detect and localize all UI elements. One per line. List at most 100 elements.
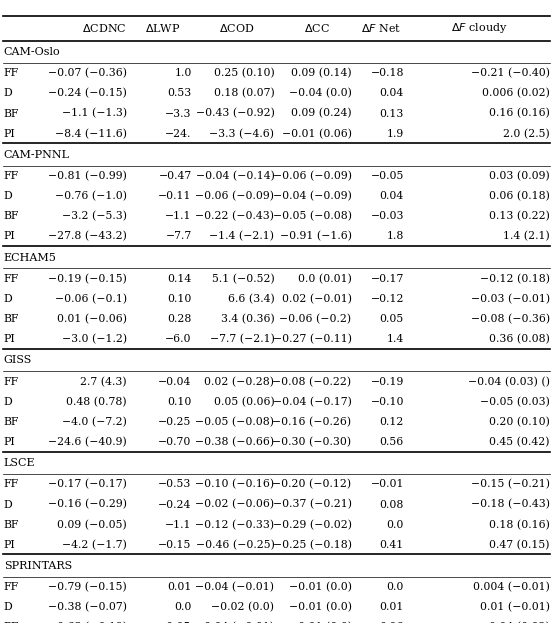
Text: −0.07 (−0.36): −0.07 (−0.36) bbox=[48, 68, 127, 78]
Text: 0.04: 0.04 bbox=[380, 88, 404, 98]
Text: −0.79 (−0.15): −0.79 (−0.15) bbox=[48, 582, 127, 592]
Text: 0.13: 0.13 bbox=[380, 108, 404, 118]
Text: 0.01: 0.01 bbox=[380, 602, 404, 612]
Text: 0.18 (0.16): 0.18 (0.16) bbox=[489, 520, 550, 530]
Text: BF: BF bbox=[4, 211, 19, 221]
Text: $\Delta$CDNC: $\Delta$CDNC bbox=[83, 22, 127, 34]
Text: −0.01 (0.0): −0.01 (0.0) bbox=[289, 602, 352, 612]
Text: 1.8: 1.8 bbox=[386, 232, 404, 242]
Text: −0.04 (0.0): −0.04 (0.0) bbox=[289, 88, 352, 98]
Text: −0.25: −0.25 bbox=[158, 417, 192, 427]
Text: −0.05 (0.03): −0.05 (0.03) bbox=[480, 397, 550, 407]
Text: −1.1 (−1.3): −1.1 (−1.3) bbox=[62, 108, 127, 119]
Text: 0.09 (0.14): 0.09 (0.14) bbox=[291, 68, 352, 78]
Text: 0.05: 0.05 bbox=[380, 314, 404, 324]
Text: −0.01 (0.06): −0.01 (0.06) bbox=[282, 128, 352, 139]
Text: −0.76 (−1.0): −0.76 (−1.0) bbox=[55, 191, 127, 201]
Text: $\Delta$COD: $\Delta$COD bbox=[219, 22, 255, 34]
Text: −0.21 (−0.40): −0.21 (−0.40) bbox=[471, 68, 550, 78]
Text: LSCE: LSCE bbox=[4, 459, 35, 468]
Text: −4.2 (−1.7): −4.2 (−1.7) bbox=[62, 540, 127, 550]
Text: 0.25 (0.10): 0.25 (0.10) bbox=[214, 68, 274, 78]
Text: D: D bbox=[4, 602, 13, 612]
Text: −0.47: −0.47 bbox=[159, 171, 192, 181]
Text: −0.70: −0.70 bbox=[158, 437, 192, 447]
Text: 0.16 (0.16): 0.16 (0.16) bbox=[489, 108, 550, 119]
Text: 0.0: 0.0 bbox=[386, 582, 404, 592]
Text: −0.20 (−0.12): −0.20 (−0.12) bbox=[272, 479, 352, 490]
Text: 2.0 (2.5): 2.0 (2.5) bbox=[503, 128, 550, 139]
Text: −0.16 (−0.26): −0.16 (−0.26) bbox=[272, 417, 352, 427]
Text: −0.08 (−0.36): −0.08 (−0.36) bbox=[471, 314, 550, 324]
Text: BF: BF bbox=[4, 314, 19, 324]
Text: 3.4 (0.36): 3.4 (0.36) bbox=[220, 314, 274, 324]
Text: −0.17 (−0.17): −0.17 (−0.17) bbox=[48, 479, 127, 490]
Text: −0.04 (−0.01): −0.04 (−0.01) bbox=[196, 582, 274, 592]
Text: −0.38 (−0.66): −0.38 (−0.66) bbox=[195, 437, 274, 447]
Text: CAM-PNNL: CAM-PNNL bbox=[4, 150, 70, 160]
Text: $\Delta\mathit{F}$ cloudy: $\Delta\mathit{F}$ cloudy bbox=[451, 21, 507, 35]
Text: 0.05 (0.06): 0.05 (0.06) bbox=[214, 397, 274, 407]
Text: −0.01 (0.0): −0.01 (0.0) bbox=[289, 582, 352, 592]
Text: −24.6 (−40.9): −24.6 (−40.9) bbox=[48, 437, 127, 447]
Text: −0.06 (−0.09): −0.06 (−0.09) bbox=[273, 171, 352, 181]
Text: PI: PI bbox=[4, 129, 15, 139]
Text: −0.12 (0.18): −0.12 (0.18) bbox=[480, 273, 550, 284]
Text: −3.0 (−1.2): −3.0 (−1.2) bbox=[62, 334, 127, 345]
Text: −0.43 (−0.92): −0.43 (−0.92) bbox=[196, 108, 274, 119]
Text: FF: FF bbox=[4, 376, 19, 387]
Text: FF: FF bbox=[4, 274, 19, 284]
Text: 0.01 (−0.01): 0.01 (−0.01) bbox=[480, 602, 550, 612]
Text: −1.1: −1.1 bbox=[165, 520, 192, 530]
Text: 0.12: 0.12 bbox=[380, 417, 404, 427]
Text: 0.47 (0.15): 0.47 (0.15) bbox=[489, 540, 550, 550]
Text: FF: FF bbox=[4, 582, 19, 592]
Text: −0.01 (0.0): −0.01 (0.0) bbox=[289, 622, 352, 623]
Text: −0.03: −0.03 bbox=[370, 211, 404, 221]
Text: PI: PI bbox=[4, 540, 15, 549]
Text: 0.36 (0.08): 0.36 (0.08) bbox=[489, 334, 550, 345]
Text: CAM-Oslo: CAM-Oslo bbox=[4, 47, 61, 57]
Text: 0.14: 0.14 bbox=[168, 274, 192, 284]
Text: −0.05 (−0.08): −0.05 (−0.08) bbox=[273, 211, 352, 222]
Text: −0.16 (−0.29): −0.16 (−0.29) bbox=[48, 500, 127, 510]
Text: −0.17: −0.17 bbox=[370, 274, 404, 284]
Text: −0.02 (−0.06): −0.02 (−0.06) bbox=[195, 500, 274, 510]
Text: −0.24: −0.24 bbox=[158, 500, 192, 510]
Text: $\Delta$CC: $\Delta$CC bbox=[304, 22, 330, 34]
Text: −0.15 (−0.21): −0.15 (−0.21) bbox=[471, 479, 550, 490]
Text: −27.8 (−43.2): −27.8 (−43.2) bbox=[48, 231, 127, 242]
Text: 0.006 (0.02): 0.006 (0.02) bbox=[482, 88, 550, 98]
Text: FF: FF bbox=[4, 69, 19, 78]
Text: 1.9: 1.9 bbox=[387, 129, 404, 139]
Text: −0.12: −0.12 bbox=[370, 294, 404, 304]
Text: 0.02 (−0.28): 0.02 (−0.28) bbox=[204, 376, 274, 387]
Text: SPRINTARS: SPRINTARS bbox=[4, 561, 72, 571]
Text: −3.3 (−4.6): −3.3 (−4.6) bbox=[209, 128, 274, 139]
Text: −0.63 (−0.19): −0.63 (−0.19) bbox=[48, 622, 127, 623]
Text: ECHAM5: ECHAM5 bbox=[4, 253, 57, 263]
Text: −1.1: −1.1 bbox=[165, 211, 192, 221]
Text: −0.38 (−0.07): −0.38 (−0.07) bbox=[48, 602, 127, 612]
Text: 0.13 (0.22): 0.13 (0.22) bbox=[489, 211, 550, 222]
Text: −0.19 (−0.15): −0.19 (−0.15) bbox=[48, 273, 127, 284]
Text: 1.0: 1.0 bbox=[174, 69, 192, 78]
Text: 0.06 (0.18): 0.06 (0.18) bbox=[489, 191, 550, 201]
Text: −0.15: −0.15 bbox=[158, 540, 192, 549]
Text: 0.0: 0.0 bbox=[386, 520, 404, 530]
Text: 0.10: 0.10 bbox=[168, 397, 192, 407]
Text: GISS: GISS bbox=[4, 356, 32, 366]
Text: FF: FF bbox=[4, 479, 19, 490]
Text: −0.04 (−0.17): −0.04 (−0.17) bbox=[273, 397, 352, 407]
Text: 0.20 (0.10): 0.20 (0.10) bbox=[489, 417, 550, 427]
Text: 2.7 (4.3): 2.7 (4.3) bbox=[80, 376, 127, 387]
Text: −24.: −24. bbox=[165, 129, 192, 139]
Text: −0.08 (−0.22): −0.08 (−0.22) bbox=[272, 376, 352, 387]
Text: −0.29 (−0.02): −0.29 (−0.02) bbox=[273, 520, 352, 530]
Text: −0.05 (−0.08): −0.05 (−0.08) bbox=[196, 417, 274, 427]
Text: BF: BF bbox=[4, 417, 19, 427]
Text: −0.01: −0.01 bbox=[370, 479, 404, 490]
Text: −3.3: −3.3 bbox=[165, 108, 192, 118]
Text: FF: FF bbox=[4, 171, 19, 181]
Text: 1.4 (2.1): 1.4 (2.1) bbox=[503, 231, 550, 242]
